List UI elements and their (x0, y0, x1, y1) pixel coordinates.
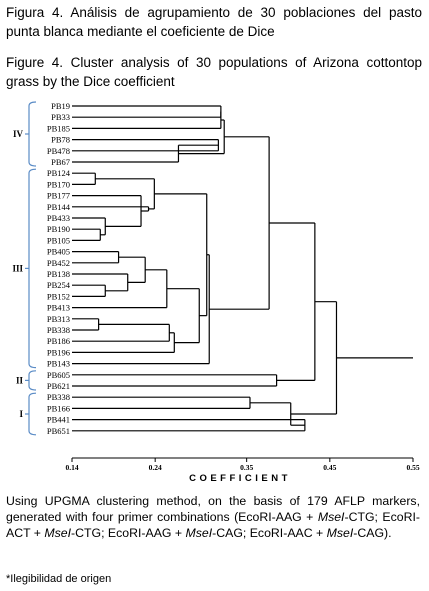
leaf-label: PB254 (47, 280, 71, 290)
leaf-label: PB166 (47, 403, 70, 413)
leaf-label: PB452 (47, 258, 70, 268)
group-bracket (28, 168, 37, 369)
x-tick-label: 0.14 (65, 463, 78, 472)
leaf-label: PB124 (47, 168, 71, 178)
method-mse-2: MseI (44, 526, 72, 540)
method-text-1: Using UPGMA clustering method, on the ba… (6, 494, 420, 524)
group-label: I (19, 409, 23, 419)
group-label: III (12, 263, 23, 273)
leaf-label: PB144 (47, 202, 71, 212)
method-text-2: -CTG; EcoRI-ACT + (6, 510, 420, 540)
leaf-label: PB413 (47, 303, 70, 313)
method-note: Using UPGMA clustering method, on the ba… (6, 493, 420, 541)
method-text-4: -CAG; EcoRI-AAC + (212, 526, 327, 540)
caption-english: Figure 4. Cluster analysis of 30 populat… (6, 55, 422, 89)
method-mse-3: MseI (185, 526, 213, 540)
dendrogram-branches (72, 105, 413, 432)
leaf-label: PB33 (51, 112, 70, 122)
leaf-label: PB313 (47, 314, 70, 324)
group-label: II (16, 375, 24, 385)
x-tick-label: 0.55 (406, 463, 419, 472)
leaf-label: PB78 (51, 135, 70, 145)
leaf-label: PB186 (47, 336, 70, 346)
leaf-label: PB441 (47, 415, 70, 425)
leaf-label: PB405 (47, 247, 70, 257)
group-bracket (28, 101, 37, 167)
leaf-label: PB105 (47, 235, 70, 245)
leaf-label: PB621 (47, 381, 70, 391)
method-text-5: -CAG). (353, 526, 392, 540)
leaf-label: PB152 (47, 291, 70, 301)
x-tick-label: 0.45 (323, 463, 336, 472)
leaf-label: PB138 (47, 269, 70, 279)
leaf-label: PB196 (47, 347, 70, 357)
leaf-label: PB143 (47, 359, 70, 369)
group-label: IV (13, 129, 24, 139)
method-text-3: -CTG; EcoRI-AAG + (71, 526, 186, 540)
leaf-label: PB177 (47, 191, 70, 201)
leaf-label: PB651 (47, 426, 70, 436)
leaf-label: PB185 (47, 123, 70, 133)
method-mse-1: MseI (317, 510, 345, 524)
x-tick-label: 0.24 (149, 463, 162, 472)
x-axis-title: COEFFICIENT (189, 473, 291, 484)
x-tick-label: 0.35 (240, 463, 253, 472)
caption-spanish: Figura 4. Análisis de agrupamiento de 30… (6, 5, 422, 39)
leaf-label: PB338 (47, 325, 70, 335)
x-axis: 0.14 0.24 0.35 0.45 0.55 (65, 457, 420, 472)
illegibility-note: *Ilegibilidad de origen (6, 573, 112, 585)
leaf-label: PB478 (47, 146, 70, 156)
leaf-label: PB433 (47, 213, 70, 223)
leaf-label: PB19 (51, 101, 70, 111)
leaf-label: PB170 (47, 179, 70, 189)
leaf-label: PB338 (47, 392, 70, 402)
leaf-label: PB67 (51, 157, 70, 167)
group-bracket (28, 370, 37, 391)
method-mse-4: MseI (326, 526, 354, 540)
leaf-label: PB190 (47, 224, 70, 234)
leaf-label: PB605 (47, 370, 70, 380)
group-bracket (28, 392, 37, 436)
